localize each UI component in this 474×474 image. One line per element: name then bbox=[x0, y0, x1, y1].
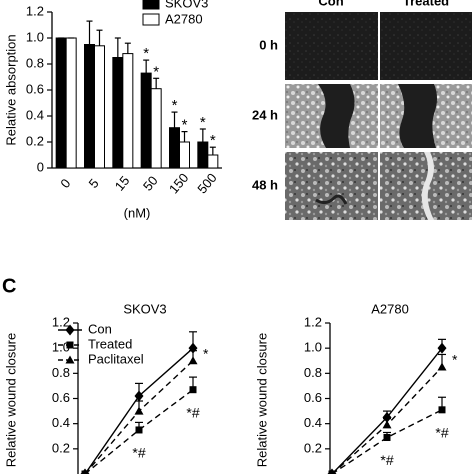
significance: * bbox=[153, 63, 159, 80]
marker bbox=[189, 386, 197, 394]
significance: *# bbox=[132, 445, 145, 461]
chart-title: A2780 bbox=[371, 301, 409, 316]
x-tick-label: 150 bbox=[166, 170, 191, 196]
marker bbox=[383, 434, 391, 442]
bar bbox=[84, 44, 95, 169]
marker bbox=[65, 324, 75, 336]
bar bbox=[169, 127, 180, 169]
y-tick-label: 0.4 bbox=[26, 107, 44, 122]
y-tick-label: 0.2 bbox=[304, 440, 322, 455]
bar bbox=[55, 37, 67, 169]
y-tick-label: 0.6 bbox=[304, 390, 322, 405]
legend-swatch bbox=[142, 13, 160, 26]
marker bbox=[437, 342, 447, 354]
image-row-label: 48 h bbox=[252, 177, 278, 192]
marker bbox=[437, 362, 447, 371]
y-tick-label: 1.0 bbox=[304, 340, 322, 355]
legend-label: Treated bbox=[88, 336, 132, 351]
image-treated-0h bbox=[380, 12, 472, 80]
y-tick-label: 0.2 bbox=[26, 133, 44, 148]
x-tick-label: 50 bbox=[140, 173, 161, 194]
x-tick-label: 15 bbox=[112, 173, 133, 194]
legend-label: Paclitaxel bbox=[88, 351, 144, 366]
marker bbox=[382, 411, 392, 423]
y-tick-label: 0.8 bbox=[304, 365, 322, 380]
bar bbox=[207, 154, 219, 169]
bar bbox=[179, 141, 190, 169]
y-tick-label: 0.6 bbox=[52, 390, 70, 405]
y-axis-label: Relative wound closure bbox=[254, 333, 269, 467]
marker bbox=[188, 356, 198, 365]
significance: * bbox=[203, 345, 209, 361]
y-tick-label: 0.8 bbox=[52, 365, 70, 380]
bar bbox=[122, 53, 134, 169]
image-row-label: 24 h bbox=[252, 107, 278, 122]
marker bbox=[82, 469, 88, 474]
legend-label: Con bbox=[88, 321, 112, 336]
significance: *# bbox=[380, 452, 393, 468]
image-row-label: 0 h bbox=[259, 37, 278, 52]
marker bbox=[135, 426, 143, 434]
x-tick-label: 5 bbox=[86, 176, 102, 191]
significance: *# bbox=[186, 404, 199, 420]
bar bbox=[140, 72, 152, 169]
legend-swatch bbox=[142, 0, 160, 10]
legend-label: A2780 bbox=[165, 11, 203, 26]
y-tick-label: 0.4 bbox=[52, 415, 70, 430]
marker bbox=[65, 355, 75, 364]
x-axis-label: (nM) bbox=[124, 205, 151, 220]
marker bbox=[438, 406, 446, 414]
significance: * bbox=[172, 97, 178, 114]
x-tick-label: 0 bbox=[57, 176, 73, 191]
y-tick-label: 0.4 bbox=[304, 415, 322, 430]
y-tick-label: 1.0 bbox=[52, 340, 70, 355]
panel-label: C bbox=[2, 275, 16, 297]
significance: *# bbox=[435, 425, 448, 441]
chart-title: SKOV3 bbox=[123, 301, 166, 316]
significance: * bbox=[452, 352, 458, 368]
marker bbox=[134, 390, 144, 402]
y-axis-label: Relative wound closure bbox=[3, 333, 18, 467]
y-tick-label: 0 bbox=[37, 159, 44, 174]
marker bbox=[134, 406, 144, 415]
y-tick-label: 1.0 bbox=[26, 29, 44, 44]
y-tick-label: 0.2 bbox=[52, 440, 70, 455]
marker bbox=[66, 341, 74, 349]
bar bbox=[65, 37, 77, 169]
bar bbox=[94, 45, 105, 169]
y-tick-label: 1.2 bbox=[26, 3, 44, 18]
legend-label: SKOV3 bbox=[165, 0, 208, 10]
y-tick-label: 1.2 bbox=[304, 314, 322, 329]
image-column-label: Treated bbox=[403, 0, 449, 8]
marker bbox=[329, 469, 335, 474]
marker bbox=[382, 420, 392, 429]
significance: * bbox=[210, 132, 216, 149]
image-column-label: Con bbox=[318, 0, 343, 8]
y-tick-label: 0.8 bbox=[26, 55, 44, 70]
bar bbox=[112, 57, 124, 169]
y-tick-label: 0.6 bbox=[26, 81, 44, 96]
image-con-48h bbox=[285, 152, 378, 220]
y-axis-label: Relative absorption bbox=[3, 34, 18, 145]
series-line bbox=[331, 409, 443, 474]
image-con-0h bbox=[285, 12, 378, 80]
significance: * bbox=[200, 114, 206, 131]
x-tick-label: 500 bbox=[194, 170, 219, 196]
bar bbox=[150, 88, 162, 169]
significance: * bbox=[182, 117, 188, 134]
series-line bbox=[84, 389, 194, 474]
y-tick-label: 1.2 bbox=[52, 314, 70, 329]
significance: * bbox=[143, 45, 149, 62]
bar bbox=[197, 141, 209, 169]
wound-images: Con Treated 0 h 24 h 48 h bbox=[252, 0, 472, 220]
